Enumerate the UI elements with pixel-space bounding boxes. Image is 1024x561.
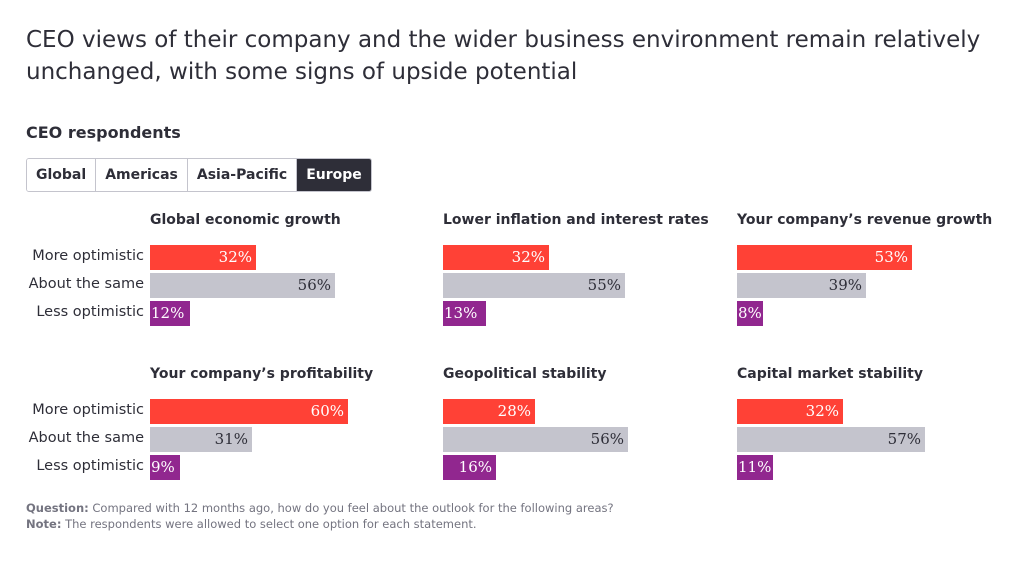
bar-value-label: 39% xyxy=(828,276,862,294)
bar-less xyxy=(443,301,486,326)
bar-value-label: 57% xyxy=(887,430,921,448)
footnote-question: Question: Compared with 12 months ago, h… xyxy=(26,500,614,516)
footnote: Question: Compared with 12 months ago, h… xyxy=(26,500,614,532)
bar-more xyxy=(737,399,843,424)
panel-title: Lower inflation and interest rates xyxy=(443,212,709,228)
bar-same xyxy=(150,273,335,298)
bar-value-label: 9% xyxy=(151,458,175,476)
chart-subtitle: CEO respondents xyxy=(26,123,181,142)
bar-same xyxy=(737,427,925,452)
bar-value-label: 60% xyxy=(310,402,344,420)
bar-value-label: 56% xyxy=(590,430,624,448)
row-label-less: Less optimistic xyxy=(36,304,144,320)
tab-americas[interactable]: Americas xyxy=(96,159,188,191)
row-label-more: More optimistic xyxy=(32,248,144,264)
row-label-more: More optimistic xyxy=(32,402,144,418)
note-text: The respondents were allowed to select o… xyxy=(65,517,477,531)
tab-asia-pacific[interactable]: Asia-Pacific xyxy=(187,159,298,191)
tab-global[interactable]: Global xyxy=(27,159,97,191)
bar-less xyxy=(150,301,190,326)
panel-title: Geopolitical stability xyxy=(443,366,607,382)
row-label-less: Less optimistic xyxy=(36,458,144,474)
bar-less xyxy=(737,455,773,480)
bar-value-label: 32% xyxy=(511,248,545,266)
bar-more xyxy=(150,399,348,424)
panel-title: Your company’s revenue growth xyxy=(737,212,993,228)
bar-more xyxy=(443,245,549,270)
question-text: Compared with 12 months ago, how do you … xyxy=(92,501,614,515)
bar-value-label: 31% xyxy=(214,430,248,448)
bar-value-label: 16% xyxy=(458,458,492,476)
bar-value-label: 28% xyxy=(497,402,531,420)
bar-value-label: 13% xyxy=(444,304,478,322)
footnote-note: Note: The respondents were allowed to se… xyxy=(26,516,614,532)
bar-value-label: 11% xyxy=(738,458,772,476)
bar-value-label: 53% xyxy=(874,248,908,266)
bar-less xyxy=(150,455,180,480)
page-title: CEO views of their company and the wider… xyxy=(26,27,981,85)
bar-same xyxy=(150,427,252,452)
row-label-same: About the same xyxy=(28,276,144,292)
tab-europe[interactable]: Europe xyxy=(297,159,371,191)
bar-value-label: 12% xyxy=(151,304,185,322)
bar-same xyxy=(443,273,625,298)
panel-title: Global economic growth xyxy=(150,212,341,228)
bar-more xyxy=(443,399,535,424)
bar-more xyxy=(150,245,256,270)
bar-less xyxy=(443,455,496,480)
bar-same xyxy=(443,427,628,452)
region-tabs: Global Americas Asia-Pacific Europe xyxy=(26,158,372,192)
question-label: Question: xyxy=(26,501,89,515)
bar-same xyxy=(737,273,866,298)
note-label: Note: xyxy=(26,517,62,531)
bar-value-label: 32% xyxy=(805,402,839,420)
bar-more xyxy=(737,245,912,270)
bar-value-label: 32% xyxy=(218,248,252,266)
bar-value-label: 56% xyxy=(297,276,331,294)
bar-value-label: 55% xyxy=(587,276,621,294)
bar-value-label: 8% xyxy=(738,304,762,322)
panel-title: Capital market stability xyxy=(737,366,923,382)
row-label-same: About the same xyxy=(28,430,144,446)
bar-less xyxy=(737,301,763,326)
panel-title: Your company’s profitability xyxy=(150,366,374,382)
